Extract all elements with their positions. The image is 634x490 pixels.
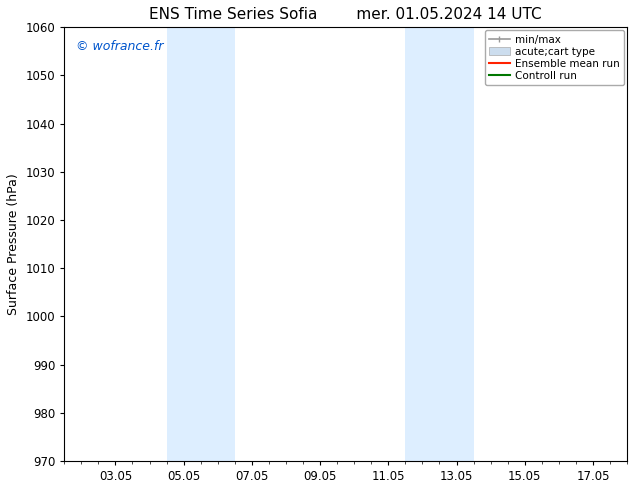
Text: © wofrance.fr: © wofrance.fr xyxy=(75,40,163,53)
Y-axis label: Surface Pressure (hPa): Surface Pressure (hPa) xyxy=(7,173,20,315)
Legend: min/max, acute;cart type, Ensemble mean run, Controll run: min/max, acute;cart type, Ensemble mean … xyxy=(485,30,624,85)
Bar xyxy=(167,27,235,461)
Bar xyxy=(405,27,474,461)
Title: ENS Time Series Sofia        mer. 01.05.2024 14 UTC: ENS Time Series Sofia mer. 01.05.2024 14… xyxy=(150,7,542,22)
